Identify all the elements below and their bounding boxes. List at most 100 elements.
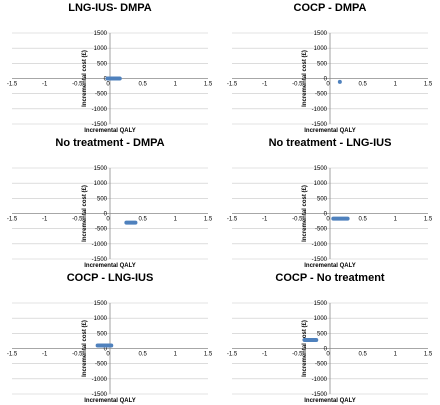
y-tick-label: -1500 — [312, 392, 328, 398]
y-axis-label: Incremental cost (£) — [82, 320, 88, 377]
y-tick-label: -500 — [315, 92, 328, 98]
x-tick-label: 0.5 — [358, 352, 367, 358]
y-tick-label: 1000 — [314, 316, 328, 322]
y-tick-label: 1000 — [94, 46, 108, 52]
x-tick-label: 1 — [394, 352, 398, 358]
y-tick-label: 500 — [317, 331, 328, 337]
x-tick-label: -1 — [42, 352, 48, 358]
x-tick-label: 0.5 — [138, 217, 147, 223]
x-tick-label: -0.5 — [72, 352, 83, 358]
x-tick-label: 0 — [326, 217, 330, 223]
y-tick-label: -1500 — [92, 122, 108, 128]
x-tick-label: -0.5 — [72, 217, 83, 223]
y-tick-label: 1500 — [94, 166, 108, 172]
y-axis-label: Incremental cost (£) — [302, 50, 308, 107]
x-tick-label: -0.5 — [292, 217, 303, 223]
x-tick-label: 1.5 — [424, 217, 433, 223]
x-tick-label: 1 — [394, 217, 398, 223]
x-tick-label: 0.5 — [358, 82, 367, 88]
x-tick-label: 1 — [174, 352, 178, 358]
x-tick-label: -1 — [42, 82, 48, 88]
chart-plot: 1500 1000 500 0 -500 -1000 -1500 -1.5 -1 -0.5 0 0.5… — [227, 166, 433, 269]
chart-plot: 1500 1000 500 0 -500 -1000 -1500 -1.5 -1 -0.5 0 0.5… — [7, 31, 213, 134]
y-tick-label: 0 — [324, 347, 328, 353]
scatter-points — [337, 79, 342, 84]
scatter-points — [124, 220, 138, 225]
y-tick-label: -1500 — [92, 392, 108, 398]
x-axis-label: Incremental QALY — [84, 398, 135, 404]
panel-cocp-dmpa: COCP - DMPA 1500 1000 500 0 -500 -1000 -1500 -1.… — [220, 0, 440, 135]
x-tick-label: -0.5 — [72, 82, 83, 88]
scatter-cloud — [337, 79, 342, 84]
x-tick-label: 1.5 — [204, 352, 213, 358]
x-tick-label: -1.5 — [227, 217, 238, 223]
x-tick-label: 1 — [174, 82, 178, 88]
y-tick-label: 1000 — [94, 316, 108, 322]
x-tick-label: -1 — [262, 352, 268, 358]
x-tick-label: 1 — [174, 217, 178, 223]
panel-lng-ius-dmpa: LNG-IUS- DMPA 1500 1000 500 0 -500 -1000 -1500 -… — [0, 0, 220, 135]
scatter-points — [302, 338, 319, 343]
y-tick-label: -1000 — [312, 377, 328, 383]
y-tick-label: 500 — [97, 196, 108, 202]
x-tick-label: -1.5 — [7, 82, 18, 88]
y-tick-label: 1000 — [94, 181, 108, 187]
y-tick-label: -1000 — [92, 107, 108, 113]
chart-title: No treatment - DMPA — [55, 137, 165, 149]
y-tick-label: 1500 — [314, 301, 328, 307]
panel-no-treatment-lng-ius: No treatment - LNG-IUS 1500 1000 500 0 -500 -1… — [220, 135, 440, 270]
y-tick-label: -500 — [315, 362, 328, 368]
y-tick-label: 0 — [104, 77, 108, 83]
panel-cocp-no-treatment: COCP - No treatment 1500 1000 500 0 -500 -1000… — [220, 270, 440, 405]
x-tick-label: -0.5 — [292, 352, 303, 358]
scatter-points — [95, 343, 114, 348]
x-tick-label: 1.5 — [424, 352, 433, 358]
panel-cocp-lng-ius: COCP - LNG-IUS 1500 1000 500 0 -500 -1000 -1500… — [0, 270, 220, 405]
y-tick-label: -1500 — [312, 257, 328, 263]
y-tick-label: 1000 — [314, 46, 328, 52]
panel-no-treatment-dmpa: No treatment - DMPA 1500 1000 500 0 -500 -1000… — [0, 135, 220, 270]
y-tick-label: 1500 — [314, 31, 328, 37]
x-axis-label: Incremental QALY — [84, 128, 135, 134]
scatter-cloud — [302, 338, 319, 343]
y-tick-label: 500 — [317, 61, 328, 67]
chart-title: COCP - DMPA — [293, 2, 367, 14]
y-tick-label: 0 — [324, 77, 328, 83]
y-tick-label: -500 — [95, 92, 108, 98]
x-tick-label: 0 — [326, 352, 330, 358]
y-axis-label: Incremental cost (£) — [302, 185, 308, 242]
y-tick-label: 1000 — [314, 181, 328, 187]
scatter-cloud — [105, 76, 122, 81]
y-tick-label: 1500 — [94, 301, 108, 307]
x-tick-label: -1.5 — [7, 217, 18, 223]
y-tick-label: 500 — [317, 196, 328, 202]
chart-title: COCP - No treatment — [275, 272, 385, 284]
chart-title: COCP - LNG-IUS — [66, 272, 154, 284]
x-tick-label: -1 — [42, 217, 48, 223]
y-tick-label: 0 — [324, 212, 328, 218]
x-axis-label: Incremental QALY — [304, 263, 355, 269]
x-tick-label: -1.5 — [7, 352, 18, 358]
scatter-cloud — [95, 343, 114, 348]
x-tick-label: 0 — [106, 82, 110, 88]
scatter-points — [331, 216, 350, 221]
x-tick-label: 0.5 — [138, 352, 147, 358]
x-tick-label: -1.5 — [227, 352, 238, 358]
x-axis-label: Incremental QALY — [304, 398, 355, 404]
y-tick-label: 0 — [104, 212, 108, 218]
x-tick-label: 0 — [106, 217, 110, 223]
y-tick-label: 0 — [104, 347, 108, 353]
y-tick-label: 500 — [97, 331, 108, 337]
y-tick-label: -1500 — [312, 122, 328, 128]
x-tick-label: 1.5 — [204, 217, 213, 223]
chart-plot: 1500 1000 500 0 -500 -1000 -1500 -1.5 -1 -0.5 0 0.5… — [7, 301, 213, 404]
x-tick-label: -1.5 — [227, 82, 238, 88]
scatter-cloud — [331, 216, 350, 221]
y-axis-label: Incremental cost (£) — [302, 320, 308, 377]
x-tick-label: -0.5 — [292, 82, 303, 88]
y-tick-label: -500 — [95, 227, 108, 233]
y-tick-label: -1000 — [92, 242, 108, 248]
y-axis-label: Incremental cost (£) — [82, 185, 88, 242]
y-tick-label: 1500 — [94, 31, 108, 37]
x-tick-label: 1.5 — [424, 82, 433, 88]
